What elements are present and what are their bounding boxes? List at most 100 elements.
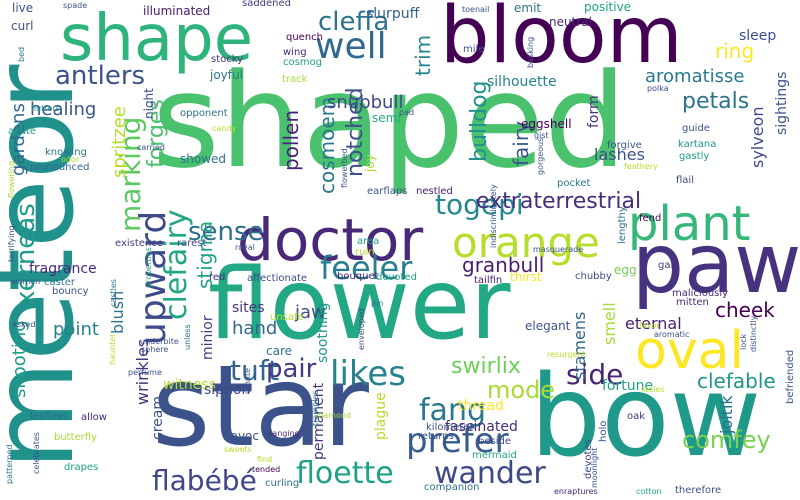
word-pocket: pocket bbox=[557, 178, 591, 189]
word-mile: mile bbox=[463, 44, 484, 55]
word-therefore: therefore bbox=[675, 485, 721, 496]
word-polka: polka bbox=[647, 84, 669, 93]
word-comfey: comfey bbox=[682, 426, 771, 454]
word-elegant: elegant bbox=[525, 319, 571, 333]
word-swirlix: swirlix bbox=[451, 354, 521, 379]
word-befriended: befriended bbox=[785, 350, 796, 404]
word-sylveon: sylveon bbox=[748, 107, 767, 169]
word-snubbull: snubbull bbox=[327, 92, 403, 113]
word-forgive: forgive bbox=[607, 140, 642, 151]
word-mitten: mitten bbox=[676, 297, 709, 308]
word-antlers: antlers bbox=[55, 61, 145, 91]
word-granbull: granbull bbox=[462, 253, 544, 277]
word-xerneas: xerneas bbox=[11, 203, 41, 306]
word-flab-b-: flabébé bbox=[152, 464, 257, 497]
word-stamens: stamens bbox=[570, 312, 589, 380]
word-floette: floette bbox=[296, 456, 394, 491]
word-kartana: kartana bbox=[678, 139, 716, 150]
word-track: track bbox=[282, 74, 308, 85]
word-wrinkles: wrinkles bbox=[133, 339, 152, 405]
word-basking: basking bbox=[526, 37, 535, 68]
word-spritzee: spritzee bbox=[109, 106, 130, 178]
word-terrifying: terrifying bbox=[7, 226, 16, 263]
word-petals: petals bbox=[682, 89, 749, 114]
word-thirst: thirst bbox=[510, 270, 542, 284]
word-caster: caster bbox=[44, 277, 76, 288]
word-joltik: joltik bbox=[717, 395, 736, 435]
word-doctor: doctor bbox=[237, 206, 423, 274]
word-sweets: sweets bbox=[224, 445, 252, 454]
word-pin: pin bbox=[371, 299, 383, 308]
word-bouncy: bouncy bbox=[52, 286, 89, 297]
word-gist: gist bbox=[534, 131, 549, 140]
word-nestled: nestled bbox=[416, 186, 453, 197]
word-sightings: sightings bbox=[774, 72, 790, 135]
word-silhouette: silhouette bbox=[487, 74, 557, 90]
word-pair: pair bbox=[266, 354, 317, 384]
word-slurpuff: slurpuff bbox=[366, 6, 420, 22]
word-care: care bbox=[266, 344, 292, 358]
word-indiscriminately: indiscriminately bbox=[489, 184, 498, 248]
word-bow: bow bbox=[530, 352, 761, 482]
word-tailfin: tailfin bbox=[474, 275, 502, 286]
word-point: point bbox=[53, 319, 99, 340]
word-returns: returns bbox=[418, 431, 454, 442]
word-devoted: devoted bbox=[376, 272, 417, 283]
word-enveloped: enveloped bbox=[357, 308, 366, 350]
word-cosmoem: cosmoem bbox=[315, 97, 339, 194]
word-plague: plague bbox=[373, 392, 389, 440]
word-sense: sense bbox=[188, 217, 264, 247]
word-spade: spade bbox=[63, 1, 87, 10]
word-women: women bbox=[11, 277, 40, 286]
word-wing: wing bbox=[283, 47, 307, 58]
word-unless: unless bbox=[183, 324, 192, 350]
word-bulldog: bulldog bbox=[467, 80, 492, 162]
word-guide: guide bbox=[682, 123, 710, 134]
word-sphere: sphere bbox=[141, 345, 168, 354]
word-cotton: cotton bbox=[636, 487, 662, 496]
word-gorgeous: gorgeous bbox=[536, 138, 545, 175]
word-curling: curling bbox=[265, 478, 299, 489]
word-distinctly: distinctly bbox=[749, 315, 758, 352]
word-smell: smell bbox=[600, 302, 619, 345]
word-upward: upward bbox=[133, 211, 174, 345]
word-maliciously: maliciously bbox=[672, 288, 728, 299]
word-sleep: sleep bbox=[739, 28, 776, 44]
word-fairy: fairy bbox=[509, 121, 533, 166]
word-flowerbed: flowerbed bbox=[340, 148, 349, 188]
word-shaped: shaped bbox=[152, 45, 627, 197]
word-emit: emit bbox=[514, 1, 541, 15]
word-existence: existence bbox=[115, 238, 163, 249]
word-saddened: saddened bbox=[242, 0, 291, 9]
word-quench: quench bbox=[286, 32, 323, 43]
word-gardens: gardens bbox=[8, 103, 29, 176]
word-sites: sites bbox=[232, 300, 265, 316]
word-feathery: feathery bbox=[624, 162, 658, 171]
word-fragrance: fragrance bbox=[29, 261, 97, 277]
word-lengthy: lengthy bbox=[617, 206, 628, 244]
word-bouquet: bouquet bbox=[337, 271, 379, 282]
word-ruin: ruin bbox=[355, 247, 375, 258]
word-notched: notched bbox=[343, 87, 368, 177]
word-pronounced: pronounced bbox=[30, 162, 90, 173]
word-live: live bbox=[12, 1, 33, 15]
word-enraptures: enraptures bbox=[554, 487, 598, 496]
word-healing: healing bbox=[30, 99, 96, 120]
word-form: form bbox=[586, 95, 602, 128]
word-celebrates: celebrates bbox=[32, 432, 41, 474]
word-find: find bbox=[257, 455, 272, 464]
word-fend: fend bbox=[639, 213, 661, 224]
word-gastly: gastly bbox=[679, 151, 709, 162]
word-castles: castles bbox=[109, 279, 118, 307]
word-bed: bed bbox=[17, 47, 26, 62]
word-aromatic: aromatic bbox=[654, 330, 689, 339]
word-holo: holo bbox=[598, 421, 609, 442]
word-feeler: feeler bbox=[320, 249, 413, 287]
word-haunter: haunter bbox=[108, 333, 117, 365]
word-stocky: stocky bbox=[211, 54, 243, 65]
word-fortune: fortune bbox=[602, 378, 653, 394]
word-toenail: toenail bbox=[462, 5, 489, 14]
word-orange: orange bbox=[452, 218, 600, 267]
word-rarest: rarest bbox=[177, 238, 206, 249]
word-neutral: neutral bbox=[549, 15, 592, 29]
